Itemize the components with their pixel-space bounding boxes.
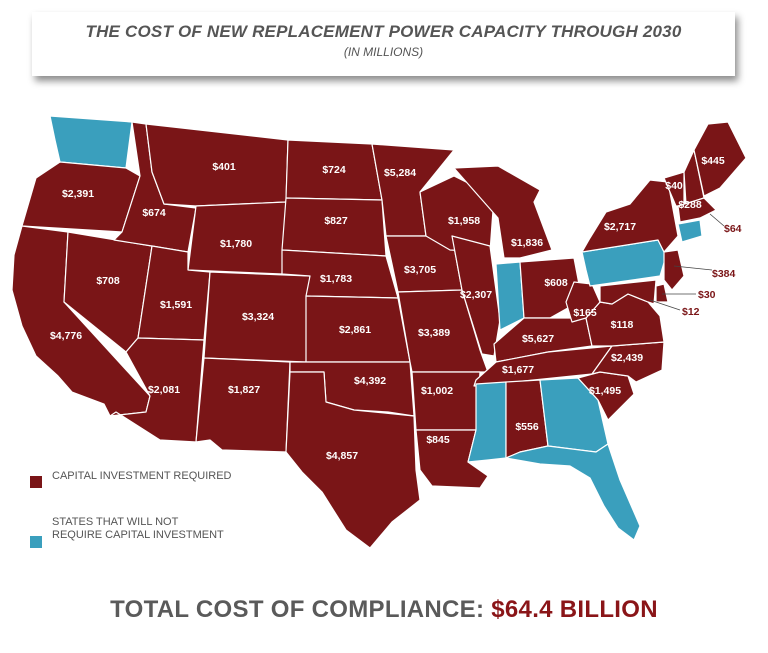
label-OH: $608 — [544, 277, 568, 289]
legend-required-swatch — [30, 476, 42, 488]
label-VT: $40 — [665, 180, 683, 192]
label-NV: $708 — [96, 275, 120, 287]
label-NM: $1,827 — [228, 384, 260, 396]
state-ME[interactable] — [693, 121, 747, 197]
us-map: $2,391 $4,776 $708 $674 $401 $1,780 $1,5… — [11, 115, 747, 549]
label-AZ: $2,081 — [148, 384, 180, 396]
total-cost-value: $64.4 BILLION — [491, 596, 658, 623]
label-MD: $12 — [682, 306, 700, 318]
legend-not-required-label: STATES THAT WILL NOT REQUIRE CAPITAL INV… — [52, 516, 224, 541]
legend-not-required-swatch — [30, 536, 42, 548]
label-MI: $1,836 — [511, 237, 543, 249]
leader-MD — [649, 299, 681, 311]
state-IL[interactable] — [451, 235, 501, 357]
label-TN: $1,677 — [502, 364, 534, 376]
label-ID: $674 — [142, 207, 166, 219]
state-FL[interactable] — [505, 443, 641, 541]
state-NJ[interactable] — [663, 249, 685, 291]
label-MT: $401 — [212, 161, 236, 173]
leader-MA — [709, 213, 725, 227]
label-AL: $556 — [515, 421, 539, 433]
state-SD[interactable] — [281, 197, 387, 257]
label-NE: $1,783 — [320, 273, 352, 285]
label-VA: $118 — [611, 319, 634, 331]
state-CT[interactable] — [677, 219, 703, 243]
label-WV: $165 — [573, 307, 597, 319]
state-AR[interactable] — [411, 371, 481, 431]
state-MD[interactable] — [599, 279, 657, 305]
map-subtitle: (IN MILLIONS) — [343, 45, 424, 59]
total-cost: TOTAL COST OF COMPLIANCE: $64.4 BILLION — [0, 596, 768, 624]
label-WI: $1,958 — [448, 215, 480, 227]
label-DE: $30 — [698, 289, 716, 301]
label-SC: $1,495 — [589, 385, 621, 397]
state-MI[interactable] — [453, 165, 553, 259]
label-NC: $2,439 — [611, 352, 643, 364]
map-title: THE COST OF NEW REPLACEMENT POWER CAPACI… — [85, 22, 682, 41]
state-MA[interactable] — [677, 197, 717, 223]
label-ND: $724 — [322, 164, 346, 176]
label-CO: $3,324 — [242, 311, 274, 323]
label-AR: $1,002 — [421, 385, 453, 397]
label-SD: $827 — [324, 215, 348, 227]
legend-required-label: CAPITAL INVESTMENT REQUIRED — [52, 470, 232, 482]
label-MN: $5,284 — [384, 167, 416, 179]
label-CA: $4,776 — [50, 330, 82, 342]
label-NY: $2,717 — [604, 221, 636, 233]
label-OR: $2,391 — [62, 188, 94, 200]
label-TX: $4,857 — [326, 450, 358, 462]
title-box: THE COST OF NEW REPLACEMENT POWER CAPACI… — [32, 12, 735, 76]
label-IL: $2,307 — [460, 289, 492, 301]
label-MA: $64 — [724, 223, 742, 235]
label-OK: $4,392 — [354, 375, 386, 387]
label-LA: $845 — [426, 434, 450, 446]
state-CA[interactable] — [11, 225, 151, 417]
label-KS: $2,861 — [339, 324, 371, 336]
total-cost-label: TOTAL COST OF COMPLIANCE: — [110, 596, 485, 623]
label-ME: $445 — [701, 155, 725, 167]
state-TX[interactable] — [285, 371, 421, 549]
label-UT: $1,591 — [160, 299, 192, 311]
state-NM[interactable] — [195, 357, 291, 453]
label-NH: $288 — [678, 199, 702, 211]
label-KY: $5,627 — [522, 333, 554, 345]
state-WA[interactable] — [49, 115, 133, 169]
label-IA: $3,705 — [404, 264, 436, 276]
label-MO: $3,389 — [418, 327, 450, 339]
state-NY[interactable] — [581, 179, 679, 253]
state-IN[interactable] — [495, 261, 525, 331]
label-WY: $1,780 — [220, 238, 252, 250]
label-NJ: $384 — [712, 268, 736, 280]
state-DE[interactable] — [655, 283, 669, 303]
leader-NJ — [673, 265, 713, 271]
state-AZ[interactable] — [109, 337, 205, 443]
